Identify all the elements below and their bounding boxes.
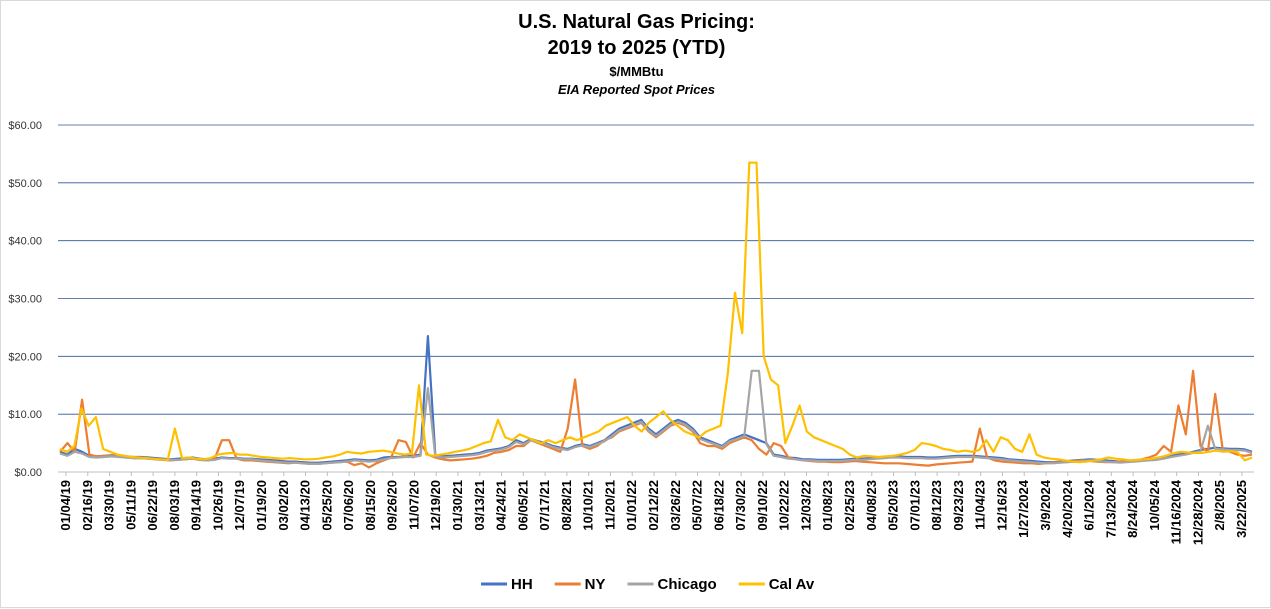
x-tick-label: 08/28/21 xyxy=(559,480,574,531)
x-tick-label: 08/03/19 xyxy=(167,480,182,531)
x-tick-label: 05/20/23 xyxy=(886,480,901,531)
chart-subtitle: 2019 to 2025 (YTD) xyxy=(547,37,726,59)
x-tick-label: 12/16/23 xyxy=(994,480,1009,531)
x-tick-label: 02/16/19 xyxy=(80,480,95,531)
x-tick-label: 01/01/22 xyxy=(624,480,639,531)
x-tick-label: 8/24/2024 xyxy=(1125,479,1140,538)
x-axis: 01/04/19 02/16/19 03/30/19 05/11/19 06/22/19… xyxy=(58,472,1249,545)
x-tick-label: 09/10/22 xyxy=(755,480,770,531)
x-tick-label: 07/30/22 xyxy=(733,480,748,531)
x-tick-label: 06/18/22 xyxy=(711,480,726,531)
x-tick-label: 09/23/23 xyxy=(951,480,966,531)
x-tick-label: 10/22/22 xyxy=(777,480,792,531)
y-tick-label: $60.00 xyxy=(8,120,42,132)
x-tick-label: 12/28/2024 xyxy=(1190,479,1205,545)
x-tick-label: 06/05/21 xyxy=(515,480,530,531)
x-tick-label: 01/30/21 xyxy=(450,480,465,531)
series-line-chicago xyxy=(59,369,1253,465)
x-tick-label: 7/13/2024 xyxy=(1103,479,1118,538)
legend-label: NY xyxy=(585,576,606,593)
x-tick-label: 03/30/19 xyxy=(102,480,117,531)
series-line-ny xyxy=(59,369,1253,469)
x-tick-label: 08/12/23 xyxy=(929,480,944,531)
y-tick-label: $20.00 xyxy=(8,351,42,363)
x-tick-label: 04/13/20 xyxy=(298,480,313,531)
x-tick-label: 05/25/20 xyxy=(319,480,334,531)
y-tick-label: $0.00 xyxy=(14,467,42,479)
series-lines xyxy=(59,161,1253,469)
series-line-hh xyxy=(59,335,1253,464)
legend-label: Cal Av xyxy=(769,576,815,593)
y-tick-label: $30.00 xyxy=(8,294,42,306)
x-tick-label: 08/15/20 xyxy=(363,480,378,531)
legend-label: HH xyxy=(511,576,533,593)
x-tick-label: 10/10/21 xyxy=(581,480,596,531)
x-tick-label: 03/02/20 xyxy=(276,480,291,531)
x-tick-label: 12/07/19 xyxy=(232,480,247,531)
x-tick-label: 09/14/19 xyxy=(189,480,204,531)
x-tick-label: 10/05/24 xyxy=(1147,479,1162,530)
x-tick-label: 04/24/21 xyxy=(494,480,509,531)
x-tick-label: 05/07/22 xyxy=(690,480,705,531)
legend-label: Chicago xyxy=(658,576,717,593)
x-tick-label: 04/08/23 xyxy=(864,480,879,531)
x-tick-label: 12/03/22 xyxy=(798,480,813,531)
x-tick-label: 02/25/23 xyxy=(842,480,857,531)
y-tick-label: $10.00 xyxy=(8,409,42,421)
x-tick-label: 11/07/20 xyxy=(406,480,421,530)
x-tick-label: 3/9/2024 xyxy=(1038,479,1053,530)
chart-note: EIA Reported Spot Prices xyxy=(558,82,715,97)
x-tick-label: 1/27/2024 xyxy=(1016,479,1031,538)
gridlines xyxy=(58,124,1254,473)
x-tick-label: 11/16/2024 xyxy=(1169,479,1184,544)
x-tick-label: 03/13/21 xyxy=(472,480,487,531)
x-tick-label: 3/22/2025 xyxy=(1234,480,1249,538)
x-tick-label: 07/17/21 xyxy=(537,480,552,531)
legend: HH NY Chicago Cal Av xyxy=(481,576,815,593)
x-tick-label: 11/04/23 xyxy=(973,480,988,530)
x-tick-label: 4/20/2024 xyxy=(1060,479,1075,538)
title-block: U.S. Natural Gas Pricing: 2019 to 2025 (… xyxy=(1,9,1271,98)
x-tick-label: 06/22/19 xyxy=(145,480,160,531)
series-line-cal-av xyxy=(59,161,1253,464)
chart-title: U.S. Natural Gas Pricing: xyxy=(518,11,755,33)
chart-units: $/MMBtu xyxy=(609,64,664,79)
x-tick-label: 10/26/19 xyxy=(210,480,225,531)
x-tick-label: 07/06/20 xyxy=(341,480,356,531)
y-tick-label: $40.00 xyxy=(8,236,42,248)
x-tick-label: 02/12/22 xyxy=(646,480,661,531)
x-tick-label: 05/11/19 xyxy=(123,480,138,530)
x-tick-label: 03/26/22 xyxy=(668,480,683,531)
x-tick-label: 12/19/20 xyxy=(428,480,443,531)
x-tick-label: 01/04/19 xyxy=(58,480,73,531)
y-tick-label: $50.00 xyxy=(8,178,42,190)
x-tick-label: 2/8/2025 xyxy=(1212,480,1227,531)
x-tick-label: 01/08/23 xyxy=(820,480,835,531)
x-tick-label: 01/19/20 xyxy=(254,480,269,531)
x-tick-label: 6/1/2024 xyxy=(1082,479,1097,530)
x-tick-label: 11/20/21 xyxy=(602,480,617,530)
x-tick-label: 07/01/23 xyxy=(907,480,922,531)
y-axis: $0.00 $10.00 $20.00 $30.00 $40.00 $50.00 $60.0… xyxy=(8,120,42,479)
x-tick-label: 09/26/20 xyxy=(385,480,400,531)
